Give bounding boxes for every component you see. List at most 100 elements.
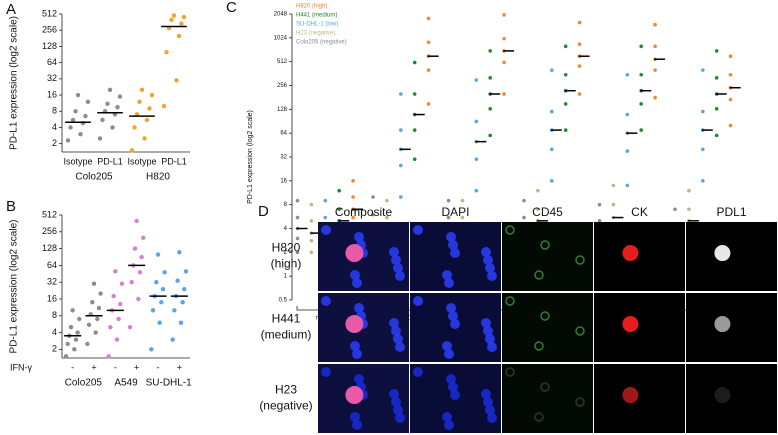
y-tick-label: 16 bbox=[47, 89, 57, 99]
data-point bbox=[597, 202, 602, 207]
row-level: (negative) bbox=[259, 399, 312, 413]
tumor-cell bbox=[345, 244, 364, 263]
data-point bbox=[550, 147, 554, 152]
data-point bbox=[412, 92, 417, 96]
data-point bbox=[65, 138, 71, 143]
data-point bbox=[119, 281, 125, 286]
data-point bbox=[474, 78, 479, 82]
x-tick-label: + bbox=[91, 362, 96, 372]
data-point bbox=[728, 72, 733, 77]
data-point bbox=[577, 64, 582, 68]
data-point bbox=[129, 279, 134, 285]
data-point bbox=[577, 92, 582, 96]
data-point bbox=[177, 250, 182, 255]
micrograph bbox=[594, 293, 685, 362]
data-point bbox=[728, 123, 733, 128]
nucleus bbox=[352, 278, 362, 288]
ck-signal bbox=[622, 316, 639, 333]
data-point bbox=[176, 33, 182, 39]
y-tick-label: 8 bbox=[52, 106, 57, 116]
data-point bbox=[147, 106, 152, 111]
row-name: H820 bbox=[272, 241, 301, 255]
data-point bbox=[653, 44, 657, 49]
row-level: (high) bbox=[271, 257, 302, 271]
data-point bbox=[522, 198, 526, 203]
x-tick-label: - bbox=[157, 362, 160, 372]
data-point bbox=[488, 133, 492, 138]
data-point bbox=[673, 207, 677, 212]
data-point bbox=[63, 354, 69, 359]
data-point bbox=[106, 354, 111, 359]
data-point bbox=[460, 215, 465, 220]
data-point bbox=[171, 13, 177, 18]
data-point bbox=[399, 163, 403, 168]
data-point bbox=[385, 198, 389, 203]
data-point bbox=[371, 195, 375, 199]
data-point bbox=[399, 92, 403, 96]
data-point bbox=[426, 68, 431, 72]
data-point bbox=[351, 195, 355, 199]
data-point bbox=[639, 44, 643, 49]
data-point bbox=[91, 281, 97, 286]
y-tick-label: 64 bbox=[280, 131, 287, 137]
nucleus bbox=[483, 255, 493, 265]
data-point bbox=[563, 102, 568, 106]
data-point bbox=[563, 44, 568, 49]
data-point bbox=[172, 308, 177, 313]
ck-signal bbox=[622, 245, 639, 262]
pdl1-signal bbox=[714, 245, 731, 262]
data-point bbox=[323, 198, 328, 203]
data-point bbox=[170, 337, 175, 342]
nucleus bbox=[442, 341, 452, 351]
y-tick-label: 2 bbox=[52, 138, 57, 148]
group-label: H820 bbox=[146, 172, 170, 183]
data-point bbox=[295, 236, 300, 241]
nucleus bbox=[389, 318, 399, 328]
cd45-cell bbox=[540, 311, 550, 321]
data-point bbox=[625, 72, 630, 77]
data-point bbox=[182, 286, 187, 292]
nucleus bbox=[350, 412, 360, 422]
y-tick-label: 128 bbox=[277, 107, 288, 113]
data-point bbox=[412, 157, 417, 162]
nucleus bbox=[354, 374, 364, 384]
column-header: PDL1 bbox=[716, 205, 746, 219]
data-point bbox=[150, 308, 156, 313]
data-point bbox=[502, 92, 506, 96]
data-point bbox=[502, 60, 506, 65]
y-tick-label: 2048 bbox=[274, 12, 288, 18]
data-point bbox=[563, 72, 568, 77]
data-point bbox=[155, 252, 161, 257]
data-point bbox=[399, 195, 403, 199]
x-tick-label: PD-L1 bbox=[97, 156, 123, 166]
y-tick-label: 256 bbox=[42, 226, 57, 236]
panel-letter: D bbox=[258, 203, 269, 220]
y-tick-label: 512 bbox=[42, 209, 57, 219]
legend-entry: H441 (medium) bbox=[296, 13, 337, 19]
micrograph bbox=[686, 293, 777, 362]
cd45-cell bbox=[575, 255, 585, 265]
data-point bbox=[502, 36, 506, 41]
micrograph bbox=[594, 222, 685, 291]
y-tick-label: 32 bbox=[47, 73, 57, 83]
cd45-cell bbox=[534, 412, 544, 422]
x-tick-label: - bbox=[114, 362, 117, 372]
data-point bbox=[426, 16, 431, 21]
data-point bbox=[75, 92, 81, 98]
nucleus bbox=[450, 248, 460, 258]
nucleus bbox=[446, 232, 456, 242]
nucleus bbox=[350, 270, 360, 280]
data-point bbox=[129, 148, 135, 153]
ck-signal bbox=[622, 387, 639, 404]
data-point bbox=[474, 157, 479, 162]
data-point bbox=[127, 324, 133, 330]
data-point bbox=[426, 102, 431, 106]
y-tick-label: 64 bbox=[47, 57, 57, 67]
data-point bbox=[139, 87, 145, 93]
group-label: Colo205 bbox=[75, 172, 113, 183]
nucleus bbox=[450, 319, 460, 329]
data-point bbox=[611, 202, 616, 207]
micrograph bbox=[594, 364, 685, 433]
data-point bbox=[93, 330, 98, 335]
data-point bbox=[611, 183, 616, 188]
